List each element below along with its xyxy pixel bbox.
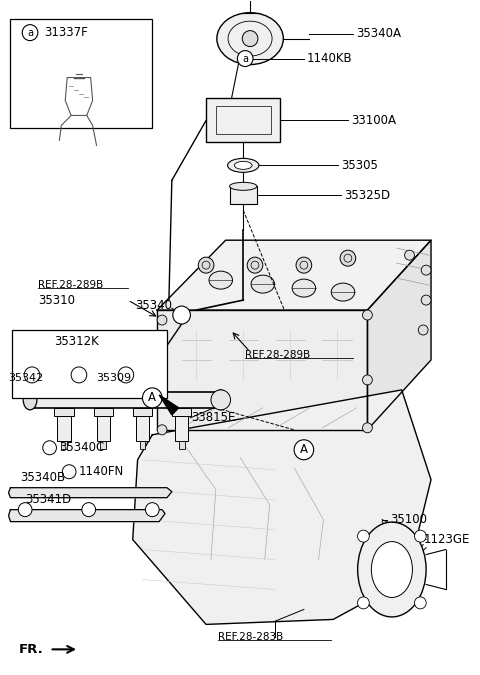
Ellipse shape <box>292 279 316 297</box>
Circle shape <box>296 257 312 273</box>
Bar <box>206 99 280 142</box>
Text: 31337F: 31337F <box>44 26 87 39</box>
Text: 33815E: 33815E <box>192 411 236 425</box>
Text: 35100: 35100 <box>390 513 427 526</box>
Circle shape <box>415 597 426 609</box>
Bar <box>12 330 167 398</box>
Circle shape <box>358 530 369 542</box>
Ellipse shape <box>209 271 232 289</box>
Text: 35325D: 35325D <box>344 189 390 202</box>
Text: 35341D: 35341D <box>25 493 72 506</box>
Polygon shape <box>9 510 165 522</box>
Text: 1140KB: 1140KB <box>307 52 352 65</box>
Text: 35340: 35340 <box>135 298 172 312</box>
Bar <box>136 416 149 441</box>
Text: REF.28-283B: REF.28-283B <box>218 632 283 643</box>
Text: 35340C: 35340C <box>60 441 105 454</box>
Text: 35305: 35305 <box>341 159 378 172</box>
Ellipse shape <box>251 275 275 293</box>
Text: 1140FN: 1140FN <box>79 465 124 478</box>
Bar <box>133 408 152 416</box>
Circle shape <box>198 257 214 273</box>
Circle shape <box>294 440 313 460</box>
Circle shape <box>421 265 431 275</box>
Circle shape <box>18 503 32 516</box>
Polygon shape <box>157 310 368 430</box>
Bar <box>100 441 106 449</box>
Circle shape <box>173 306 191 324</box>
Text: 35342: 35342 <box>9 373 44 383</box>
Bar <box>216 107 271 134</box>
Bar <box>58 416 71 441</box>
Text: a: a <box>242 53 248 63</box>
Bar <box>30 392 221 408</box>
Circle shape <box>362 375 372 385</box>
Ellipse shape <box>23 390 37 410</box>
Ellipse shape <box>372 541 412 597</box>
Bar <box>11 19 152 128</box>
Bar <box>140 441 145 449</box>
Text: 35309: 35309 <box>96 373 132 383</box>
Circle shape <box>145 503 159 516</box>
Circle shape <box>157 425 167 435</box>
Ellipse shape <box>331 283 355 301</box>
Bar <box>55 408 74 416</box>
Circle shape <box>358 597 369 609</box>
Circle shape <box>43 441 57 455</box>
Ellipse shape <box>358 522 426 617</box>
Circle shape <box>157 385 167 395</box>
Circle shape <box>143 388 162 408</box>
Bar <box>172 408 192 416</box>
Circle shape <box>421 295 431 305</box>
Bar <box>179 441 184 449</box>
Text: 35340A: 35340A <box>356 27 401 40</box>
Circle shape <box>211 390 230 410</box>
Text: 1123GE: 1123GE <box>423 533 469 546</box>
Bar <box>229 186 257 205</box>
Text: 35340B: 35340B <box>20 471 65 484</box>
Polygon shape <box>368 240 431 430</box>
Circle shape <box>362 423 372 433</box>
Text: A: A <box>300 443 308 456</box>
Circle shape <box>238 51 253 67</box>
Circle shape <box>418 325 428 335</box>
Circle shape <box>82 503 96 516</box>
Circle shape <box>340 250 356 266</box>
Bar <box>94 408 113 416</box>
Text: a: a <box>27 28 33 38</box>
Circle shape <box>62 465 76 479</box>
Ellipse shape <box>229 182 257 190</box>
Ellipse shape <box>228 159 259 172</box>
Text: 35312K: 35312K <box>55 335 99 348</box>
Bar <box>61 441 67 449</box>
Text: REF.28-289B: REF.28-289B <box>245 350 311 360</box>
Text: 35310: 35310 <box>38 294 75 306</box>
Circle shape <box>362 310 372 320</box>
Bar <box>96 416 110 441</box>
Ellipse shape <box>217 13 283 65</box>
Text: 33100A: 33100A <box>351 114 396 127</box>
Polygon shape <box>133 390 431 624</box>
Circle shape <box>157 315 167 325</box>
Polygon shape <box>9 488 172 497</box>
Circle shape <box>22 25 38 40</box>
Ellipse shape <box>214 390 228 410</box>
Circle shape <box>405 250 414 260</box>
Text: A: A <box>148 392 156 404</box>
Circle shape <box>247 257 263 273</box>
Text: REF.28-289B: REF.28-289B <box>38 280 103 290</box>
Text: FR.: FR. <box>18 643 43 656</box>
Polygon shape <box>157 240 431 310</box>
Bar <box>175 416 189 441</box>
Circle shape <box>415 530 426 542</box>
Polygon shape <box>159 395 179 415</box>
Circle shape <box>242 30 258 47</box>
Ellipse shape <box>234 161 252 169</box>
